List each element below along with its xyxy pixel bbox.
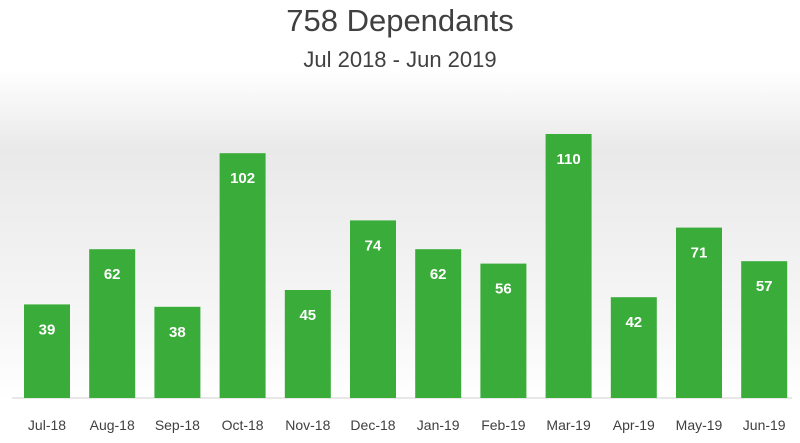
data-label-aug-18: 62	[104, 266, 121, 283]
data-label-dec-18: 74	[365, 237, 382, 254]
data-label-oct-18: 102	[230, 170, 255, 187]
x-tick-label-feb-19: Feb-19	[481, 417, 526, 433]
x-tick-label-jan-19: Jan-19	[417, 417, 460, 433]
bar-jul-18	[24, 304, 70, 398]
x-tick-label-sep-18: Sep-18	[155, 417, 200, 433]
bar-sep-18	[154, 306, 201, 398]
bars-group	[24, 134, 788, 398]
x-tick-label-jul-18: Jul-18	[28, 417, 66, 433]
bar-jun-19	[741, 261, 788, 398]
x-tick-label-nov-18: Nov-18	[285, 417, 330, 433]
bar-feb-19	[480, 263, 527, 398]
x-tick-label-oct-18: Oct-18	[222, 417, 264, 433]
chart-title: 758 Dependants	[286, 3, 514, 38]
bar-may-19	[676, 227, 722, 398]
data-label-apr-19: 42	[625, 314, 642, 331]
data-label-nov-18: 45	[299, 307, 316, 324]
data-labels-group: 39 62 38 102 45 74 62 56 110 42 71 57	[39, 151, 773, 341]
data-label-mar-19: 110	[556, 151, 580, 168]
bar-dec-18	[350, 220, 396, 398]
data-label-may-19: 71	[691, 245, 708, 262]
bar-mar-19	[545, 134, 592, 398]
chart-subtitle: Jul 2018 - Jun 2019	[303, 47, 497, 72]
data-label-jun-19: 57	[756, 278, 773, 295]
x-tick-labels-group: Jul-18 Aug-18 Sep-18 Oct-18 Nov-18 Dec-18 Jan-…	[28, 417, 786, 433]
bar-jan-19	[415, 249, 462, 398]
bar-apr-19	[610, 297, 657, 398]
data-label-sep-18: 38	[169, 324, 186, 341]
bar-oct-18	[219, 153, 266, 398]
bar-nov-18	[284, 290, 331, 398]
x-tick-label-mar-19: Mar-19	[546, 417, 591, 433]
x-tick-label-aug-18: Aug-18	[90, 417, 135, 433]
data-label-jul-18: 39	[39, 321, 56, 338]
x-tick-label-may-19: May-19	[676, 417, 723, 433]
x-tick-label-jun-19: Jun-19	[743, 417, 786, 433]
x-tick-label-dec-18: Dec-18	[350, 417, 395, 433]
bar-aug-18	[89, 249, 136, 398]
data-label-feb-19: 56	[495, 281, 512, 298]
data-label-jan-19: 62	[430, 266, 447, 283]
x-tick-label-apr-19: Apr-19	[613, 417, 655, 433]
